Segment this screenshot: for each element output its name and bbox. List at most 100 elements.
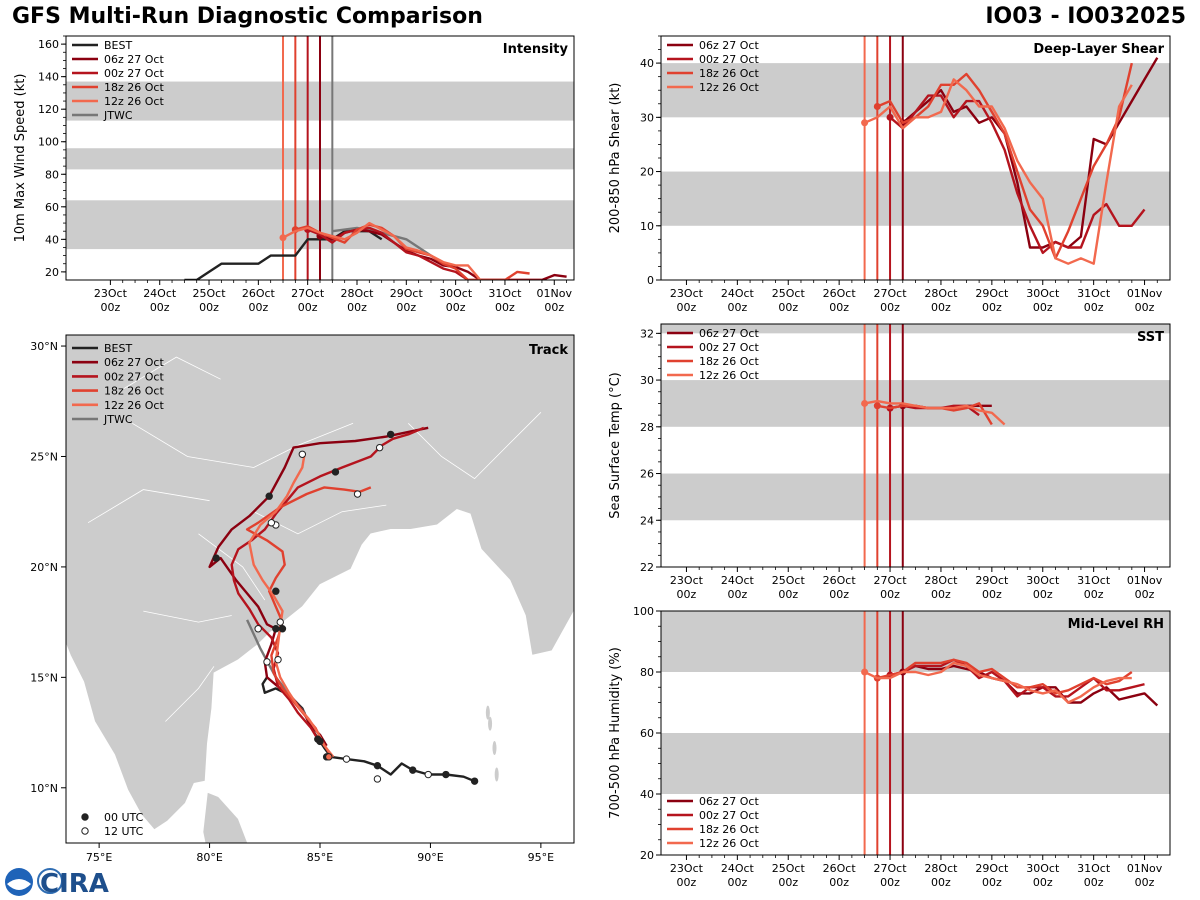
x-tick-label: 27Oct <box>874 574 908 587</box>
x-tick-label: 01Nov <box>1127 862 1163 875</box>
x-tick-label: 31Oct <box>1077 574 1111 587</box>
x-tick-label: 75°E <box>86 851 112 864</box>
y-tick-label: 10 <box>640 220 654 233</box>
x-tick-label: 00z <box>778 301 798 314</box>
y-axis-label: Sea Surface Temp (°C) <box>608 372 623 519</box>
track-point-00utc <box>386 430 395 439</box>
chart-intensity: 2040608010012014016023Oct00z24Oct00z25Oc… <box>13 35 575 314</box>
x-tick-label: 30Oct <box>1026 862 1060 875</box>
x-tick-label: 27Oct <box>291 287 325 300</box>
x-tick-label: 00z <box>1033 301 1053 314</box>
x-tick-label: 00z <box>1084 588 1104 601</box>
y-tick-label: 160 <box>38 38 59 51</box>
island <box>488 716 493 731</box>
marker-legend-label: 00 UTC <box>104 811 144 824</box>
legend-label: 06z 27 Oct <box>699 795 759 808</box>
x-tick-label: 26Oct <box>823 862 857 875</box>
y-tick-label: 120 <box>38 103 59 116</box>
x-tick-label: 00z <box>982 588 1002 601</box>
legend-label: BEST <box>104 342 132 355</box>
x-tick-label: 00z <box>495 301 515 314</box>
track-point-12utc <box>274 655 282 664</box>
x-tick-label: 24Oct <box>721 862 755 875</box>
y-tick-label: 24 <box>640 514 654 527</box>
x-tick-label: 00z <box>298 301 318 314</box>
x-tick-label: 00z <box>880 301 900 314</box>
plot-frame <box>65 35 575 281</box>
y-tick-label: 32 <box>640 327 654 340</box>
x-tick-label: 00z <box>199 301 219 314</box>
x-tick-label: 00z <box>1135 301 1155 314</box>
boundary-line <box>143 610 232 623</box>
plot-frame <box>660 323 1171 568</box>
x-tick-label: 23Oct <box>670 862 704 875</box>
boundary-line <box>132 422 354 468</box>
panel-title: Track <box>529 343 568 358</box>
y-tick-label: 25°N <box>30 450 58 463</box>
x-tick-label: 00z <box>248 301 268 314</box>
x-tick-label: 00z <box>829 301 849 314</box>
cira-logo: CIRA <box>5 868 109 898</box>
x-tick-label: 25Oct <box>193 287 227 300</box>
x-tick-label: 26Oct <box>242 287 276 300</box>
y-tick-label: 40 <box>640 57 654 70</box>
x-tick-label: 29Oct <box>975 287 1009 300</box>
band-2 <box>661 324 1170 334</box>
track-point-00utc <box>409 766 417 774</box>
x-tick-label: 31Oct <box>488 287 522 300</box>
storm-id: IO03 - IO032025 <box>985 4 1186 29</box>
track-point-12utc <box>373 775 382 783</box>
y-tick-label: 20°N <box>30 561 58 574</box>
x-tick-label: 31Oct <box>1077 862 1111 875</box>
x-tick-label: 00z <box>1033 588 1053 601</box>
x-tick-label: 30Oct <box>1026 287 1060 300</box>
track-point-12utc <box>424 770 432 779</box>
y-tick-label: 30°N <box>30 340 58 353</box>
y-tick-label: 60 <box>45 201 59 214</box>
x-tick-label: 27Oct <box>874 862 908 875</box>
x-tick-label: 01Nov <box>1127 287 1163 300</box>
track-point-00utc <box>212 554 220 562</box>
series-line <box>307 226 542 280</box>
legend-label: 06z 27 Oct <box>699 39 759 52</box>
legend-label: 18z 26 Oct <box>699 67 759 80</box>
legend-label: 12z 26 Oct <box>699 369 759 382</box>
track-point-00utc <box>272 587 280 595</box>
landmass <box>66 335 574 831</box>
x-tick-label: 00z <box>1135 588 1155 601</box>
track-point-12utc <box>263 658 271 666</box>
x-tick-label: 29Oct <box>975 574 1009 587</box>
x-tick-label: 00z <box>727 301 747 314</box>
x-tick-label: 00z <box>1084 301 1104 314</box>
x-tick-label: 00z <box>880 588 900 601</box>
track-point-00utc <box>325 753 333 761</box>
band-0 <box>661 473 1170 521</box>
series-init-point <box>886 113 894 121</box>
x-tick-label: 00z <box>880 876 900 889</box>
x-tick-label: 23Oct <box>94 287 128 300</box>
band-0 <box>661 733 1170 794</box>
legend-label: BEST <box>104 39 132 52</box>
x-tick-label: 00z <box>829 588 849 601</box>
x-tick-label: 24Oct <box>721 574 755 587</box>
y-tick-label: 30 <box>640 111 654 124</box>
series-line <box>864 399 1006 426</box>
legend-label: 18z 26 Oct <box>104 81 164 94</box>
track-point-12utc <box>353 490 362 498</box>
legend-label: 00z 27 Oct <box>104 67 164 80</box>
plot-frame <box>65 334 575 844</box>
x-tick-label: 00z <box>982 876 1002 889</box>
legend-label: 06z 27 Oct <box>699 327 759 340</box>
x-tick-label: 80°E <box>196 851 222 864</box>
legend-label: 06z 27 Oct <box>104 356 164 369</box>
x-tick-label: 24Oct <box>721 287 755 300</box>
chart-track: 75°E 80°E 85°E 90°E 95°E 10°N 15°N 20°N 25°N 30°N… <box>30 334 575 864</box>
x-tick-label: 25Oct <box>772 287 806 300</box>
x-tick-label: 23Oct <box>670 574 704 587</box>
x-tick-label: 00z <box>1033 876 1053 889</box>
island <box>485 705 490 720</box>
series-line <box>282 221 482 280</box>
track-point-12utc <box>375 443 384 452</box>
track-point-00utc <box>272 625 280 633</box>
x-tick-label: 00z <box>982 301 1002 314</box>
